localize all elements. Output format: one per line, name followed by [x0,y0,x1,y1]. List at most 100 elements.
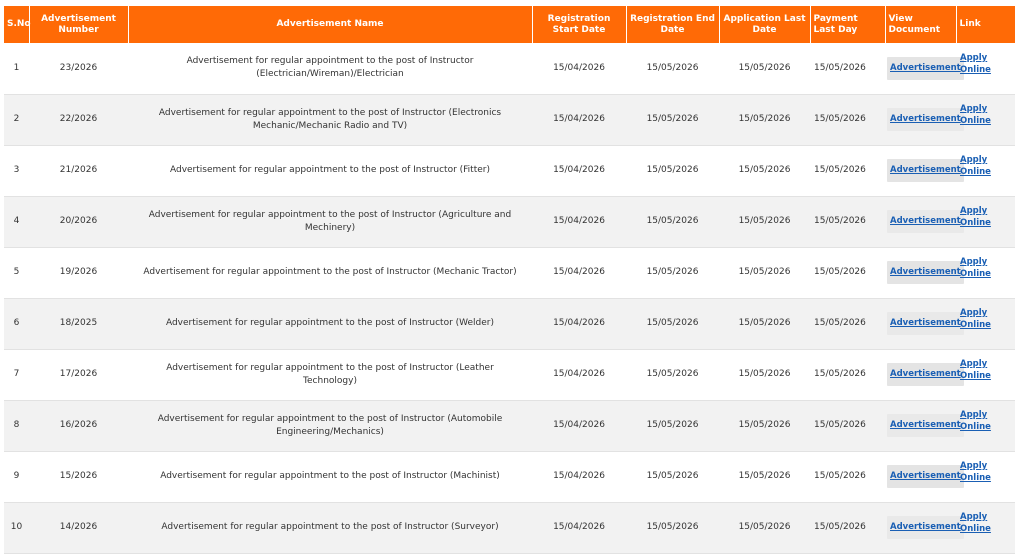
apply-online-link[interactable]: Apply Online [960,511,991,535]
advertisement-document-link[interactable]: Advertisement [887,516,964,539]
cell-reg-end: 15/05/2026 [626,349,719,401]
apply-link-word1: Apply [960,512,988,522]
apply-online-link[interactable]: Apply Online [960,154,991,178]
cell-link: Apply Online [956,502,1015,554]
table-row: 7 17/2026 Advertisement for regular appo… [4,349,1015,401]
cell-reg-end: 15/05/2026 [626,94,719,146]
apply-link-word2: Online [960,116,991,126]
header-pay-last: Payment Last Day [810,6,886,43]
cell-app-last: 15/05/2026 [719,43,810,95]
advertisement-document-link[interactable]: Advertisement [887,261,964,284]
cell-reg-start: 15/04/2026 [532,400,626,452]
cell-adv-name: Advertisement for regular appointment to… [128,145,532,197]
cell-reg-end: 15/05/2026 [626,298,719,350]
cell-reg-start: 15/04/2026 [532,247,626,299]
apply-link-word1: Apply [960,359,988,369]
cell-adv-name: Advertisement for regular appointment to… [128,43,532,95]
cell-view-doc: Advertisement [885,94,964,146]
advertisement-document-link[interactable]: Advertisement [887,363,964,386]
cell-app-last: 15/05/2026 [719,349,810,401]
cell-link: Apply Online [956,349,1015,401]
cell-adv-name: Advertisement for regular appointment to… [128,502,532,554]
apply-link-word2: Online [960,473,991,483]
cell-adv-number: 22/2026 [29,94,128,146]
cell-adv-name: Advertisement for regular appointment to… [128,247,532,299]
cell-adv-number: 15/2026 [29,451,128,503]
cell-reg-end: 15/05/2026 [626,247,719,299]
table-row: 1 23/2026 Advertisement for regular appo… [4,43,1015,95]
cell-reg-end: 15/05/2026 [626,400,719,452]
header-view-doc: View Document [885,6,957,43]
cell-view-doc: Advertisement [885,43,964,95]
apply-link-word2: Online [960,167,991,177]
apply-online-link[interactable]: Apply Online [960,52,991,76]
table-row: 8 16/2026 Advertisement for regular appo… [4,400,1015,452]
table-row: 9 15/2026 Advertisement for regular appo… [4,451,1015,503]
apply-link-word1: Apply [960,104,988,114]
cell-pay-last: 15/05/2026 [810,349,885,401]
apply-link-word2: Online [960,524,991,534]
cell-reg-end: 15/05/2026 [626,502,719,554]
apply-link-word1: Apply [960,257,988,267]
cell-pay-last: 15/05/2026 [810,502,885,554]
cell-adv-name: Advertisement for regular appointment to… [128,196,532,248]
header-reg-end: Registration End Date [626,6,720,43]
cell-link: Apply Online [956,451,1015,503]
cell-reg-end: 15/05/2026 [626,196,719,248]
cell-pay-last: 15/05/2026 [810,94,885,146]
cell-sno: 10 [4,502,29,554]
cell-view-doc: Advertisement [885,400,964,452]
advertisement-table: S.No Advertisement Number Advertisement … [4,6,1016,554]
cell-app-last: 15/05/2026 [719,247,810,299]
advertisement-document-link[interactable]: Advertisement [887,159,964,182]
advertisement-document-link[interactable]: Advertisement [887,108,964,131]
apply-online-link[interactable]: Apply Online [960,358,991,382]
cell-app-last: 15/05/2026 [719,451,810,503]
cell-reg-start: 15/04/2026 [532,349,626,401]
advertisement-document-link[interactable]: Advertisement [887,465,964,488]
apply-online-link[interactable]: Apply Online [960,409,991,433]
cell-adv-name: Advertisement for regular appointment to… [128,94,532,146]
apply-online-link[interactable]: Apply Online [960,460,991,484]
cell-view-doc: Advertisement [885,247,964,299]
cell-link: Apply Online [956,247,1015,299]
cell-adv-name: Advertisement for regular appointment to… [128,400,532,452]
advertisement-document-link[interactable]: Advertisement [887,56,964,80]
cell-adv-number: 16/2026 [29,400,128,452]
cell-sno: 7 [4,349,29,401]
apply-online-link[interactable]: Apply Online [960,307,991,331]
cell-adv-number: 17/2026 [29,349,128,401]
cell-pay-last: 15/05/2026 [810,451,885,503]
cell-app-last: 15/05/2026 [719,502,810,554]
cell-view-doc: Advertisement [885,196,964,248]
advertisement-document-link[interactable]: Advertisement [887,414,964,437]
cell-link: Apply Online [956,94,1015,146]
apply-link-word2: Online [960,64,991,75]
cell-reg-end: 15/05/2026 [626,43,719,95]
cell-adv-number: 14/2026 [29,502,128,554]
apply-link-word1: Apply [960,410,988,420]
cell-sno: 2 [4,94,29,146]
cell-link: Apply Online [956,196,1015,248]
apply-online-link[interactable]: Apply Online [960,103,991,127]
header-adv-number: Advertisement Number [29,6,129,43]
cell-view-doc: Advertisement [885,145,964,197]
apply-link-word1: Apply [960,52,988,63]
cell-sno: 6 [4,298,29,350]
cell-view-doc: Advertisement [885,349,964,401]
cell-reg-start: 15/04/2026 [532,502,626,554]
advertisement-document-link[interactable]: Advertisement [887,312,964,335]
apply-link-word1: Apply [960,308,988,318]
table-row: 4 20/2026 Advertisement for regular appo… [4,196,1015,248]
cell-adv-number: 18/2025 [29,298,128,350]
advertisement-document-link[interactable]: Advertisement [887,210,964,233]
cell-sno: 4 [4,196,29,248]
cell-sno: 1 [4,43,29,95]
header-sno: S.No [4,6,31,43]
apply-online-link[interactable]: Apply Online [960,205,991,229]
apply-online-link[interactable]: Apply Online [960,256,991,280]
cell-pay-last: 15/05/2026 [810,43,885,95]
cell-app-last: 15/05/2026 [719,145,810,197]
cell-sno: 9 [4,451,29,503]
header-app-last: Application Last Date [719,6,811,43]
